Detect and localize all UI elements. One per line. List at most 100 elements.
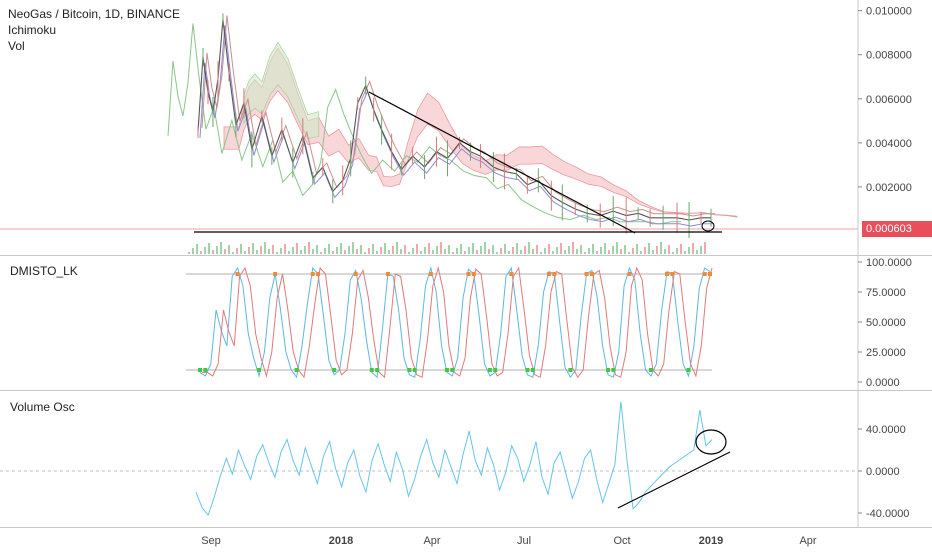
volume-bar (608, 250, 610, 254)
volume-bar (268, 249, 270, 254)
osc-oversold-marker (450, 368, 455, 372)
volume-bar (460, 244, 462, 254)
volume-bar (528, 242, 530, 254)
price-tick-label: 0.002000 (866, 182, 912, 194)
volume-bar (488, 249, 490, 254)
volume-bar (640, 251, 642, 254)
osc-overbought-marker (546, 272, 551, 276)
osc-oversold-marker (648, 368, 653, 372)
volume-bar (500, 248, 502, 254)
osc-oversold-marker (257, 368, 262, 372)
volume-bar (704, 242, 706, 254)
osc-overbought-marker (552, 272, 557, 276)
chart-legend: NeoGas / Bitcoin, 1D, BINANCE Ichimoku V… (8, 6, 180, 54)
volume-bar (684, 251, 686, 254)
osc-oversold-marker (198, 368, 202, 372)
volume-bar (392, 246, 394, 254)
volume-bar (560, 243, 562, 254)
volume-bar (664, 249, 666, 254)
volume-bar (676, 248, 678, 254)
volume-bar (596, 251, 598, 254)
osc-oversold-marker (686, 368, 691, 372)
volume-bar (244, 251, 246, 254)
volume-bar (356, 249, 358, 254)
osc-oversold-marker (493, 368, 498, 372)
time-tick-label: Sep (201, 535, 221, 547)
volume-bar (436, 246, 438, 254)
volume-bar (680, 244, 682, 254)
time-tick-label: Oct (613, 535, 630, 547)
time-tick-label: Apr (423, 535, 440, 547)
time-tick-label: 2018 (329, 535, 353, 547)
osc-oversold-marker (606, 368, 610, 372)
time-tick-label: Apr (799, 535, 816, 547)
volume-bar (696, 250, 698, 254)
volume-bar (264, 242, 266, 254)
volume-bar (544, 248, 546, 254)
volume-bar (292, 247, 294, 254)
volume-bar (532, 249, 534, 254)
volume-bar (604, 243, 606, 254)
volume-bar (188, 252, 190, 254)
volume-bar (260, 246, 262, 254)
volume-bar (196, 244, 198, 254)
volume-bar (216, 246, 218, 254)
volume-bar (284, 244, 286, 254)
volume-bar (404, 245, 406, 254)
volume-bar (376, 251, 378, 254)
volume-bar (536, 245, 538, 254)
osc-d-line (202, 266, 713, 379)
osc-tick-label: 50.0000 (866, 317, 906, 329)
volume-bar (660, 242, 662, 254)
volume-bar (312, 249, 314, 254)
volume-bar (580, 245, 582, 254)
ichimoku-cloud-bull (243, 41, 320, 139)
osc-oversold-marker (332, 368, 337, 372)
volume-bar (348, 246, 350, 254)
osc-tick-label: 100.0000 (866, 257, 912, 269)
volume-bar (568, 246, 570, 254)
volume-bar (252, 243, 254, 254)
volume-bar (548, 244, 550, 254)
volume-bar (688, 247, 690, 254)
volume-bar (192, 248, 194, 254)
volume-bar (476, 250, 478, 254)
price-tick-label: 0.010000 (866, 6, 912, 18)
volume-bar (208, 243, 210, 254)
volume-bar (552, 251, 554, 254)
osc-oversold-marker (525, 368, 530, 372)
volume-bar (428, 243, 430, 254)
volume-bar (276, 252, 278, 254)
volume-bar (352, 242, 354, 254)
volume-bar (360, 245, 362, 254)
volume-bar (588, 248, 590, 254)
volume-bar (540, 252, 542, 254)
volume-bar (380, 247, 382, 254)
osc-overbought-marker (466, 272, 471, 276)
volume-bar (372, 244, 374, 254)
osc-k-line (199, 266, 711, 379)
volume-bar (700, 246, 702, 254)
volume-bar (564, 250, 566, 254)
osc-overbought-marker (670, 272, 675, 276)
volume-bar (368, 248, 370, 254)
volume-bar (416, 244, 418, 254)
volosc-trendline (617, 451, 731, 509)
price-tick-label: 0.004000 (866, 138, 912, 150)
volume-bar (432, 250, 434, 254)
volume-bar (272, 245, 274, 254)
volosc-tick-label: 0.0000 (866, 466, 900, 478)
volume-bar (328, 244, 330, 254)
volume-bar (508, 251, 510, 254)
volume-bar (336, 247, 338, 254)
osc-oversold-marker (294, 368, 299, 372)
volume-bar (200, 251, 202, 254)
volume-bar (472, 243, 474, 254)
volume-bar (624, 245, 626, 254)
volume-bar (400, 249, 402, 254)
osc-overbought-marker (316, 272, 321, 276)
volume-bar (340, 243, 342, 254)
volume-bar (452, 252, 454, 254)
volume-osc-pane-label: Volume Osc (10, 400, 75, 414)
symbol-title: NeoGas / Bitcoin, 1D, BINANCE (8, 7, 181, 21)
